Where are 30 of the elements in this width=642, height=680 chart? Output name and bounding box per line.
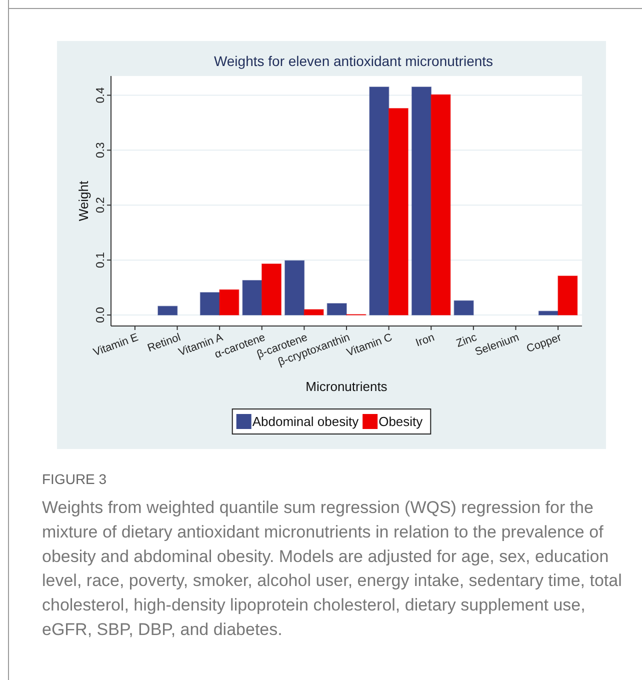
bar bbox=[284, 260, 305, 316]
bar bbox=[242, 280, 262, 316]
bar bbox=[369, 86, 390, 316]
y-axis-title: Weight bbox=[76, 180, 91, 222]
y-tick-label: 0.3 bbox=[95, 142, 107, 158]
bar bbox=[304, 309, 324, 316]
x-axis-title: Micronutrients bbox=[306, 379, 388, 394]
x-tick-label: Iron bbox=[414, 332, 436, 350]
legend-label: Obesity bbox=[378, 414, 424, 429]
bar bbox=[430, 94, 451, 316]
bar bbox=[200, 292, 220, 316]
legend-label: Abdominal obesity bbox=[252, 414, 360, 429]
x-tick-label: Copper bbox=[525, 331, 564, 356]
bar bbox=[411, 86, 432, 316]
bar bbox=[558, 276, 578, 316]
bar bbox=[158, 306, 178, 316]
chart-title: Weights for eleven antioxidant micronutrients bbox=[214, 53, 494, 69]
x-tick-label: Vitamin E bbox=[92, 332, 140, 359]
bar bbox=[538, 310, 558, 316]
y-tick-label: 0.1 bbox=[95, 252, 107, 268]
bar bbox=[261, 264, 282, 316]
bar bbox=[219, 289, 240, 316]
text: Weights from weighted quantile sum regression (WQS) regression for the mixture of dietary antioxidant micronutrients in relation to the prevalence of obesity and abdominal obesity. Models are adjusted for age, sex, education level, race, poverty, smoker, alcohol user, energy intake, sedentary time, total cholesterol, high-density lipoprotein cholesterol, dietary supplement use, eGFR, SBP, DBP, and diabetes. bbox=[42, 498, 622, 639]
bar bbox=[388, 108, 408, 316]
y-tick-label: 0.0 bbox=[95, 307, 107, 324]
bar bbox=[454, 300, 474, 316]
y-tick-label: 0.4 bbox=[95, 86, 107, 104]
bar bbox=[326, 303, 347, 316]
caption: FIGURE 3 bbox=[42, 471, 107, 487]
y-tick-label: 0.2 bbox=[95, 197, 107, 214]
